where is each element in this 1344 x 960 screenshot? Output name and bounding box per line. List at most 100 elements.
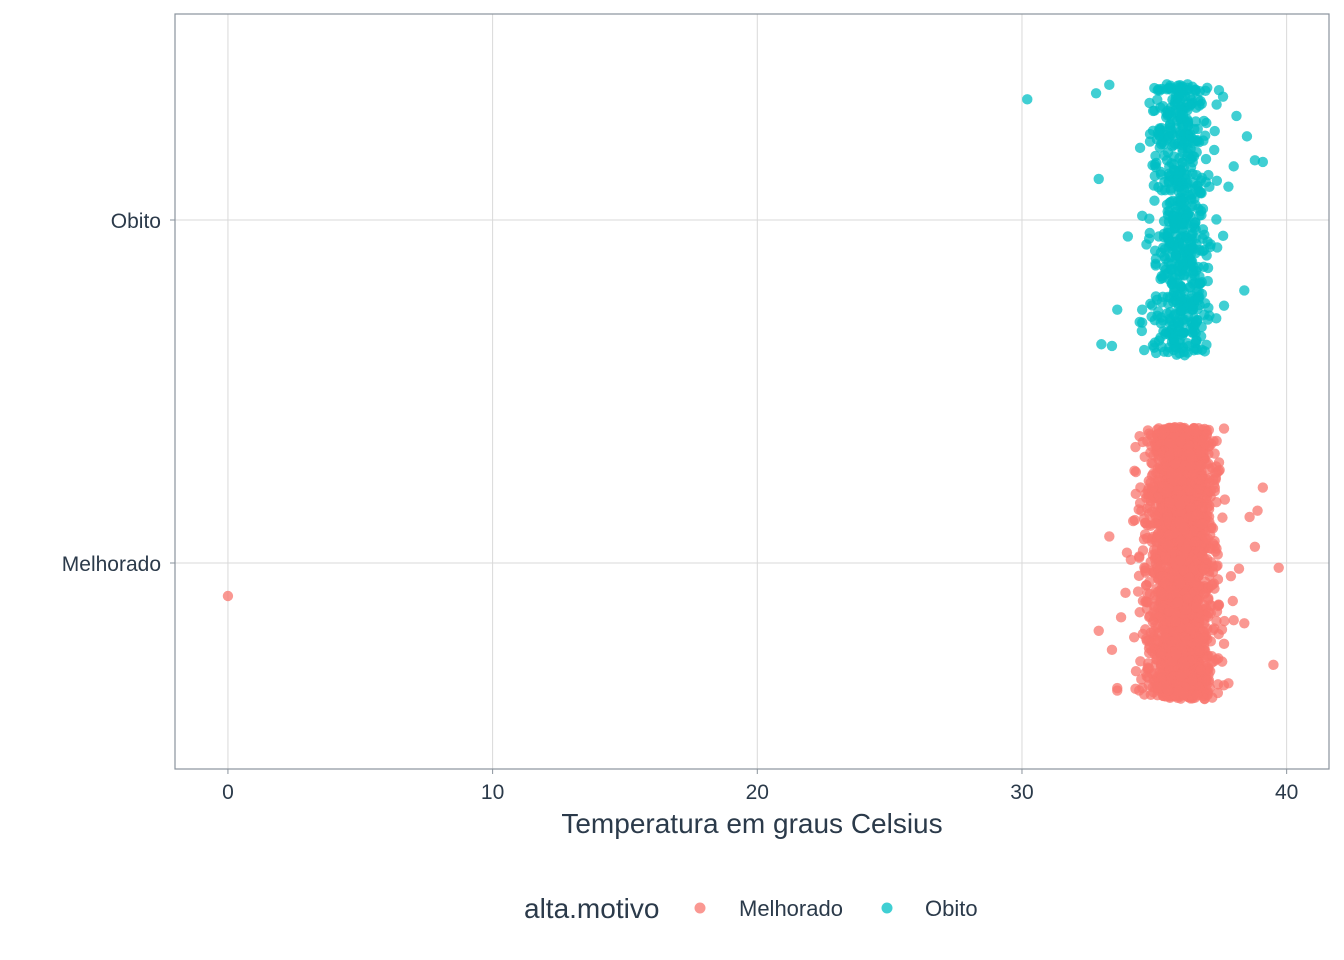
data-point [1186, 453, 1198, 465]
data-point [1112, 304, 1123, 315]
data-point [1223, 678, 1234, 689]
data-point [1150, 258, 1161, 270]
data-point [1158, 625, 1170, 636]
data-point [1209, 144, 1220, 156]
data-point [1175, 280, 1186, 291]
data-point [1211, 175, 1223, 186]
data-point [1159, 150, 1170, 161]
data-point [1199, 229, 1210, 241]
data-point [1187, 469, 1199, 480]
data-point [1199, 588, 1210, 599]
data-point [1137, 595, 1149, 607]
data-point [1143, 643, 1155, 654]
data-point [1202, 275, 1213, 287]
data-point [1168, 286, 1180, 297]
data-point [1189, 536, 1201, 547]
data-point [1159, 577, 1171, 589]
data-point [1161, 486, 1172, 498]
data-point [1228, 615, 1239, 626]
data-point [1143, 492, 1154, 504]
data-point [1160, 552, 1171, 563]
data-point [1172, 446, 1183, 457]
data-point [1200, 153, 1212, 165]
data-point [1210, 472, 1222, 484]
data-point [1165, 106, 1176, 118]
data-point [1218, 423, 1230, 434]
data-point [1192, 636, 1203, 648]
data-point [1120, 587, 1131, 599]
data-point [1167, 141, 1178, 152]
data-point [1192, 94, 1204, 106]
data-point [1174, 578, 1186, 589]
data-point [1193, 286, 1204, 297]
data-point [1209, 448, 1220, 459]
data-point [1130, 488, 1141, 500]
data-point [1177, 143, 1188, 154]
data-point [1268, 659, 1279, 671]
data-point [1163, 132, 1174, 143]
data-point [1178, 565, 1190, 576]
data-point [1093, 173, 1104, 185]
data-point [1190, 217, 1201, 228]
data-point [1140, 517, 1151, 529]
y-tick-label: Obito [111, 210, 161, 233]
data-point [1225, 570, 1237, 582]
data-point [1163, 168, 1175, 179]
data-point [1127, 515, 1139, 527]
data-point [1157, 291, 1169, 302]
data-point [1149, 105, 1160, 116]
series-obito [1022, 79, 1269, 361]
data-point [1201, 250, 1212, 261]
data-point [1130, 466, 1142, 478]
data-point [1137, 436, 1149, 448]
data-point [1191, 102, 1202, 113]
legend: alta.motivo Melhorado Obito [524, 893, 978, 924]
data-point [1197, 203, 1209, 215]
data-point [1204, 181, 1215, 193]
data-point [1166, 278, 1177, 289]
data-point [1202, 623, 1213, 634]
data-point [1173, 325, 1185, 336]
data-point [1239, 618, 1250, 629]
data-point [1175, 194, 1187, 206]
data-point [1219, 615, 1230, 627]
data-point [1186, 256, 1198, 267]
data-point [1200, 533, 1211, 545]
data-point [1228, 161, 1239, 172]
data-point [1209, 125, 1220, 137]
data-point [1204, 310, 1215, 321]
data-point [1152, 528, 1164, 539]
data-point [1169, 458, 1181, 469]
legend-label: Melhorado [739, 896, 843, 921]
data-point [1159, 346, 1170, 357]
data-point [1143, 233, 1155, 244]
data-point [1210, 461, 1222, 472]
data-point [1151, 134, 1163, 145]
data-point [1218, 638, 1230, 650]
data-point [1125, 554, 1137, 566]
data-point [1136, 325, 1148, 337]
data-point [1180, 604, 1192, 615]
data-point [1175, 670, 1186, 682]
data-point [1170, 616, 1181, 627]
data-point [1144, 213, 1155, 224]
data-point [1147, 433, 1158, 444]
data-point [1173, 685, 1184, 697]
data-point [1211, 214, 1222, 225]
data-point [1156, 647, 1167, 659]
data-point [1216, 624, 1228, 635]
data-point [1184, 281, 1196, 293]
data-point [1182, 116, 1194, 127]
data-point [1227, 595, 1238, 607]
data-point [1200, 85, 1211, 96]
data-point [1166, 468, 1177, 479]
data-point [1163, 540, 1174, 551]
data-point [1217, 91, 1229, 102]
data-point [1169, 309, 1180, 320]
data-point [1149, 170, 1161, 182]
data-point [1130, 441, 1141, 453]
data-point [1158, 325, 1169, 337]
data-point [1130, 665, 1142, 677]
